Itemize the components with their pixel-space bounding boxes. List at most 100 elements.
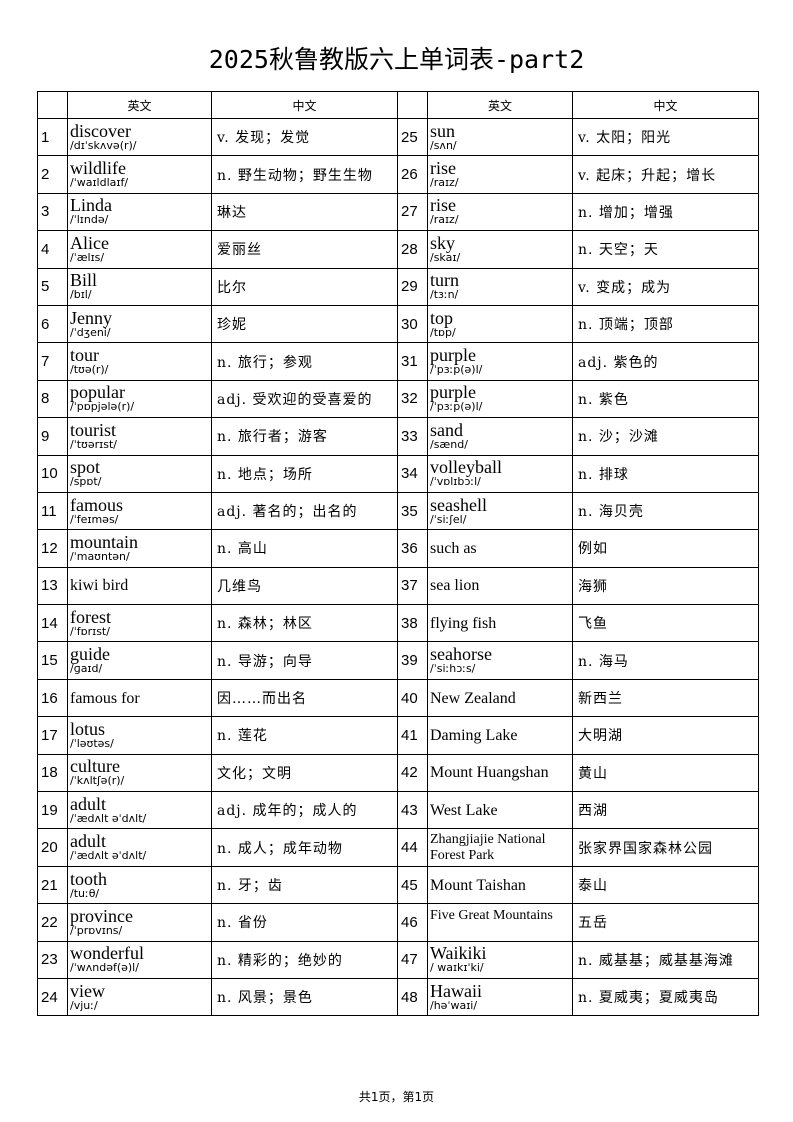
english-word: volleyball [430,457,502,478]
row-number: 43 [397,791,428,830]
english-word: seahorse [430,644,492,665]
phonetic: /dɪˈskʌvə(r)/ [70,138,137,152]
phonetic: /ˈpɜːp(ə)l/ [430,400,483,414]
english-cell: Jenny/ˈdʒeni/ [67,304,212,344]
english-word: mountain [70,531,138,552]
english-word: Daming Lake [430,726,518,744]
row-number: 24 [37,977,68,1017]
table-header-row: 英文 中文 英文 中文 [37,91,759,119]
phonetic: /ˈlɪndə/ [70,213,109,227]
table-row: 10 spot/spɒt/n. 地点；场所 34 volleyball/ˈvɒlɪbɔ… [37,454,759,493]
english-cell: seahorse/ˈsiːhɔːs/ [427,641,573,680]
chinese-meaning: 五岳 [572,903,759,942]
english-cell: sun/sʌn/ [427,117,573,157]
english-word: flying fish [430,614,497,632]
phonetic: /ˈpɜːp(ə)l/ [430,363,483,377]
chinese-meaning: n. 沙；沙滩 [572,417,759,456]
phonetic: /sænd/ [430,437,468,451]
chinese-meaning: n. 风景；景色 [211,977,398,1017]
english-cell: Bill/bɪl/ [67,267,212,306]
table-row: 7 tour/tʊə(r)/n. 旅行；参观 31 purple/ˈpɜːp(ə)l/… [37,342,759,381]
row-number: 17 [37,716,68,755]
english-cell: tourist/ˈtʊərɪst/ [67,417,212,456]
table-row: 18 culture/ˈkʌltʃə(r)/文化；文明 42 Mount Huangs… [37,753,759,793]
english-cell: view/vjuː/ [67,977,212,1017]
chinese-meaning: n. 增加；增强 [572,192,759,232]
chinese-meaning: 琳达 [211,192,398,232]
phonetic: /ˈwʌndəf(ə)l/ [70,961,139,975]
english-word: sun [430,120,456,141]
english-word: view [70,980,105,1001]
row-number: 48 [397,977,428,1017]
english-cell: spot/spɒt/ [67,454,212,493]
english-cell: Zhangjiajie National Forest Park [427,828,573,867]
english-word: guide [70,644,110,665]
page-footer: 共1页，第1页 [358,1090,435,1104]
chinese-meaning: v. 发现；发觉 [211,117,398,157]
header-chinese-left: 中文 [211,91,398,119]
chinese-meaning: n. 导游；向导 [211,641,398,680]
chinese-meaning: n. 野生动物；野生生物 [211,155,398,194]
row-number: 19 [37,791,68,830]
english-cell: purple/ˈpɜːp(ə)l/ [427,342,573,381]
row-number: 31 [397,342,428,381]
table-row: 1 discover/dɪˈskʌvə(r)/v. 发现；发觉 25 sun/sʌn/… [37,117,759,157]
english-cell: culture/ˈkʌltʃə(r)/ [67,753,212,793]
row-number: 22 [37,903,68,942]
table-row: 12 mountain/ˈmaʊntən/n. 高山 36 such as 例如 [37,529,759,568]
row-number: 38 [397,604,428,643]
english-word: sea lion [430,577,480,595]
english-word: sky [430,232,456,253]
vocabulary-table: 英文 中文 英文 中文 1 discover/dɪˈskʌvə(r)/v. 发现；… [37,91,759,1017]
chinese-meaning: n. 地点；场所 [211,454,398,493]
row-number: 5 [37,267,68,306]
chinese-meaning: 黄山 [572,753,759,793]
english-word: tooth [70,868,108,889]
chinese-meaning: 大明湖 [572,716,759,755]
english-word: popular [70,382,125,403]
chinese-meaning: n. 省份 [211,903,398,942]
header-english-left: 英文 [67,91,212,119]
chinese-meaning: n. 高山 [211,529,398,568]
row-number: 3 [37,192,68,232]
row-number: 9 [37,417,68,456]
chinese-meaning: n. 旅行；参观 [211,342,398,381]
english-word: purple [430,382,476,403]
english-cell: Waikiki / waɪkɪˈki/ [427,940,573,979]
english-word: Hawaii [430,980,482,1001]
english-cell: turn/tɜːn/ [427,267,573,306]
row-number: 8 [37,379,68,419]
phonetic: /ˈprɒvɪns/ [70,923,123,937]
chinese-meaning: 例如 [572,529,759,568]
row-number: 2 [37,155,68,194]
english-word: Mount Huangshan [430,764,549,782]
table-row: 6 Jenny/ˈdʒeni/珍妮 30 top/tɒp/n. 顶端；顶部 [37,304,759,344]
english-cell: famous/ˈfeɪməs/ [67,491,212,531]
row-number: 36 [397,529,428,568]
english-cell: Alice/ˈælɪs/ [67,230,212,269]
table-row: 19 adult/ˈædʌlt əˈdʌlt/adj. 成年的；成人的 43 West… [37,791,759,830]
phonetic: /tɜːn/ [430,288,459,302]
english-cell: West Lake [427,791,573,830]
english-word: West Lake [430,801,498,819]
row-number: 32 [397,379,428,419]
table-row: 16 famous for 因……而出名 40 New Zealand 新西兰 [37,678,759,718]
row-number: 33 [397,417,428,456]
chinese-meaning: v. 变成；成为 [572,267,759,306]
english-word: adult [70,831,106,852]
english-word: culture [70,756,120,777]
phonetic: /spɒt/ [70,475,102,489]
row-number: 25 [397,117,428,157]
english-word: province [70,905,133,926]
english-word: rise [430,158,456,179]
row-number: 1 [37,117,68,157]
header-number-right [397,91,428,119]
chinese-meaning: n. 紫色 [572,379,759,419]
english-cell: sea lion [427,566,573,606]
row-number: 30 [397,304,428,344]
english-word: sand [430,419,463,440]
english-word: Mount Taishan [430,876,526,894]
english-cell: Mount Taishan [427,865,573,905]
header-number-left [37,91,68,119]
chinese-meaning: 因……而出名 [211,678,398,718]
